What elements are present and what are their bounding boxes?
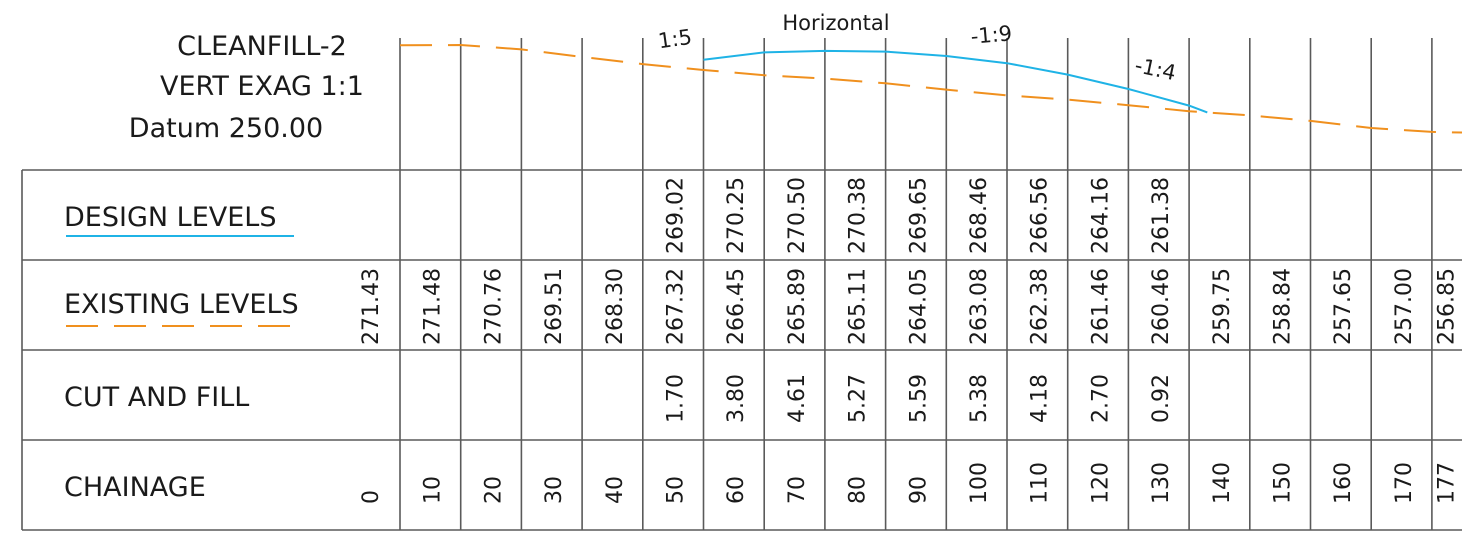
existing-level-value: 268.30 — [603, 268, 628, 345]
design-level-value: 270.38 — [846, 177, 871, 254]
design-level-value: 270.25 — [724, 177, 749, 254]
design-level-value: 266.56 — [1028, 177, 1053, 254]
existing-level-value: 260.46 — [1149, 268, 1174, 345]
existing-level-value: 269.51 — [542, 268, 567, 345]
cut-fill-value: 4.61 — [785, 374, 810, 423]
design-level-value: 261.38 — [1149, 177, 1174, 254]
cut-fill-value: 1.70 — [664, 374, 689, 423]
existing-level-value: 263.08 — [967, 268, 992, 345]
chainage-value: 150 — [1271, 462, 1296, 504]
datum-label: Datum 250.00 — [129, 113, 323, 144]
slope-annotation-1-5: 1:5 — [657, 25, 694, 53]
existing-level-value: 271.48 — [421, 268, 446, 345]
chainage-value: 10 — [421, 476, 446, 504]
existing-level-value: 264.05 — [906, 268, 931, 345]
existing-level-value: 258.84 — [1271, 268, 1296, 345]
cut-fill-value: 5.59 — [906, 374, 931, 423]
existing-level-value: 259.75 — [1210, 268, 1235, 345]
chainage-value: 140 — [1210, 462, 1235, 504]
design-level-value: 269.02 — [664, 177, 689, 254]
existing-level-value: 271.43 — [359, 268, 384, 345]
chainage-value: 100 — [967, 462, 992, 504]
existing-level-value: 265.89 — [785, 268, 810, 345]
existing-level-value: 261.46 — [1088, 268, 1113, 345]
cut-fill-value: 5.38 — [967, 374, 992, 423]
slope-annotation-minus-1-9: -1:9 — [970, 21, 1013, 49]
chainage-value: 170 — [1392, 462, 1417, 504]
chainage-value: 40 — [603, 476, 628, 504]
design-level-value: 268.46 — [967, 177, 992, 254]
existing-level-value: 265.11 — [846, 268, 871, 345]
chainage-value: 60 — [724, 476, 749, 504]
existing-ground-line — [399, 43, 1462, 134]
chainage-value: 120 — [1088, 462, 1113, 504]
chainage-value: 70 — [785, 476, 810, 504]
chainage-value: 30 — [542, 476, 567, 504]
chainage-value: 80 — [846, 476, 871, 504]
chainage-value: 20 — [481, 476, 506, 504]
table-cells: 271.43 0 271.48 10 270.76 20 269.51 30 268.30 40 2… — [359, 177, 1459, 504]
chainage-value: 90 — [906, 476, 931, 504]
existing-levels-label: EXISTING LEVELS — [64, 289, 299, 320]
slope-annotation-horizontal: Horizontal — [782, 11, 889, 35]
station-lines — [459, 38, 1433, 530]
slope-annotation-minus-1-4: -1:4 — [1133, 53, 1178, 85]
existing-level-value: 256.85 — [1434, 268, 1459, 345]
existing-level-value: 266.45 — [724, 268, 749, 345]
chainage-value: 50 — [664, 476, 689, 504]
data-table — [21, 38, 1462, 531]
chainage-value: 110 — [1028, 462, 1053, 504]
existing-level-value: 267.32 — [664, 268, 689, 345]
design-level-value: 264.16 — [1088, 177, 1113, 254]
chainage-value: 177 — [1434, 462, 1459, 504]
cut-fill-value: 3.80 — [724, 374, 749, 423]
chainage-value: 130 — [1149, 462, 1174, 504]
vertical-exaggeration: VERT EXAG 1:1 — [160, 71, 364, 102]
design-level-value: 270.50 — [785, 177, 810, 254]
design-level-value: 269.65 — [906, 177, 931, 254]
cut-fill-value: 2.70 — [1088, 374, 1113, 423]
cut-fill-value: 5.27 — [846, 374, 871, 423]
existing-level-value: 257.00 — [1392, 268, 1417, 345]
cut-and-fill-label: CUT AND FILL — [64, 382, 249, 413]
design-profile-line — [703, 49, 1208, 114]
chainage-value: 160 — [1331, 462, 1356, 504]
existing-level-value: 262.38 — [1028, 268, 1053, 345]
chainage-label: CHAINAGE — [64, 472, 206, 503]
existing-level-value: 257.65 — [1331, 268, 1356, 345]
existing-level-value: 270.76 — [481, 268, 506, 345]
cut-fill-value: 0.92 — [1149, 374, 1174, 423]
design-levels-label: DESIGN LEVELS — [64, 202, 276, 233]
section-name: CLEANFILL-2 — [177, 31, 347, 62]
chainage-value: 0 — [359, 490, 384, 504]
cut-fill-value: 4.18 — [1028, 374, 1053, 423]
